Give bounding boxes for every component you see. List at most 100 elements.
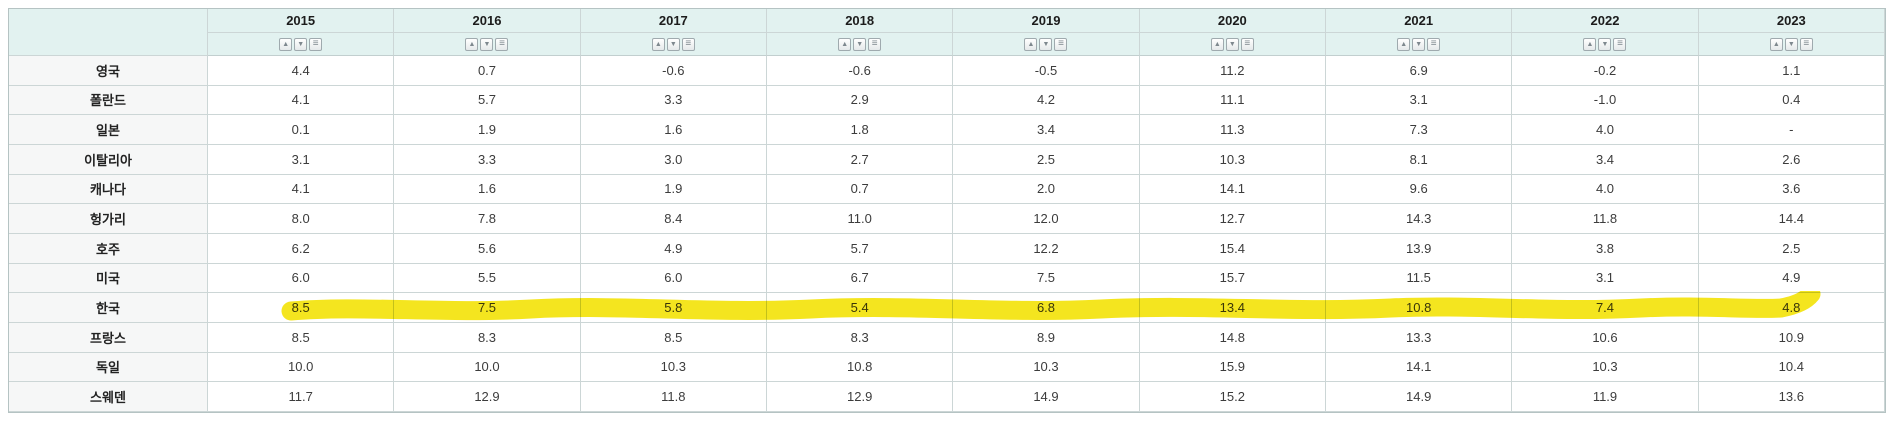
value-cell: 13.4 [1139, 293, 1326, 323]
cell-value: 7.5 [1036, 270, 1056, 286]
value-cell: 10.8 [1325, 293, 1513, 323]
sort-controls-2016: ▲ ▼ ≡ [394, 33, 581, 56]
cell-value: 7.3 [1409, 122, 1428, 138]
sort-ascending-button[interactable]: ▲ [1024, 37, 1038, 51]
value-cell: 8.0 [208, 204, 395, 234]
cell-value: 11.0 [847, 211, 872, 227]
value-cell: 12.2 [953, 233, 1140, 264]
country-label: 헝가리 [90, 212, 126, 228]
cell-value: 8.9 [1036, 329, 1056, 345]
cell-value: 11.7 [288, 389, 313, 405]
value-cell: 3.0 [580, 144, 767, 175]
cell-value: 3.4 [1036, 122, 1056, 138]
column-menu-button[interactable]: ≡ [1054, 37, 1068, 51]
cell-value: 12.0 [1033, 211, 1059, 227]
sort-ascending-button[interactable]: ▲ [279, 37, 293, 51]
cell-value: 4.9 [664, 240, 683, 256]
value-cell: 1.6 [580, 115, 767, 145]
sort-descending-button[interactable]: ▼ [853, 37, 867, 51]
sort-ascending-button[interactable]: ▲ [1210, 37, 1224, 51]
row-label-영국: 영국 [9, 56, 208, 86]
value-cell: 1.9 [394, 115, 581, 145]
year-header-2023: 2023 [1698, 9, 1885, 33]
country-label: 영국 [96, 63, 120, 79]
cell-value: 10.0 [288, 359, 314, 375]
country-label: 캐나다 [90, 182, 126, 198]
cell-value: 0.4 [1782, 92, 1801, 108]
sort-descending-button[interactable]: ▼ [1784, 37, 1798, 51]
column-menu-button[interactable]: ≡ [1240, 37, 1254, 51]
value-cell: 5.8 [580, 293, 767, 323]
cell-value: 11.8 [661, 389, 686, 405]
value-cell: 14.4 [1698, 204, 1885, 234]
value-cell: 14.3 [1325, 204, 1513, 234]
value-cell: 14.8 [1139, 322, 1326, 353]
value-cell: 5.7 [394, 85, 581, 116]
value-cell: 8.5 [208, 322, 395, 353]
value-cell: 3.1 [208, 144, 395, 175]
value-cell: 10.4 [1698, 352, 1885, 383]
value-cell: 4.4 [208, 56, 395, 86]
row-label-호주: 호주 [9, 233, 208, 264]
country-label: 미국 [96, 271, 120, 287]
sort-ascending-button[interactable]: ▲ [838, 37, 852, 51]
column-menu-button[interactable]: ≡ [868, 37, 882, 51]
column-menu-button[interactable]: ≡ [1427, 37, 1441, 51]
value-cell: 8.3 [394, 322, 581, 353]
sort-ascending-button[interactable]: ▲ [651, 37, 665, 51]
sort-descending-button[interactable]: ▼ [666, 37, 680, 51]
cell-value: 14.1 [1219, 181, 1245, 197]
cell-value: 10.4 [1778, 359, 1804, 375]
cell-value: -0.6 [848, 62, 871, 78]
sort-ascending-button[interactable]: ▲ [465, 37, 479, 51]
column-menu-button[interactable]: ≡ [681, 37, 695, 51]
sort-descending-button[interactable]: ▼ [1598, 37, 1612, 51]
cell-value: 3.6 [1782, 181, 1801, 197]
sort-ascending-button[interactable]: ▲ [1769, 37, 1783, 51]
sort-descending-button[interactable]: ▼ [1225, 37, 1239, 51]
sort-descending-button[interactable]: ▼ [480, 37, 494, 51]
cell-value: 5.7 [477, 92, 497, 108]
value-cell: 3.3 [394, 144, 581, 175]
cell-value: 1.6 [664, 122, 683, 138]
cell-value: 7.5 [477, 300, 497, 316]
value-cell: 8.3 [766, 322, 954, 353]
cell-value: 3.4 [1595, 151, 1615, 167]
value-cell: 3.4 [1512, 144, 1699, 175]
column-menu-button[interactable]: ≡ [1799, 37, 1813, 51]
column-menu-button[interactable]: ≡ [1613, 37, 1627, 51]
value-cell: 3.6 [1698, 174, 1885, 205]
row-label-프랑스: 프랑스 [9, 322, 208, 353]
sort-controls-2022: ▲ ▼ ≡ [1512, 33, 1699, 56]
value-cell: 6.7 [766, 263, 954, 294]
value-cell: 4.9 [580, 233, 767, 264]
value-cell: -0.6 [580, 56, 767, 86]
sort-descending-button[interactable]: ▼ [1039, 37, 1053, 51]
value-cell: 10.3 [1139, 144, 1326, 175]
sort-ascending-button[interactable]: ▲ [1583, 37, 1597, 51]
cell-value: 6.0 [291, 270, 310, 286]
sort-controls-2015: ▲ ▼ ≡ [208, 33, 395, 56]
sort-ascending-button[interactable]: ▲ [1397, 37, 1411, 51]
value-cell: 15.7 [1139, 263, 1326, 294]
value-cell: 10.0 [394, 352, 581, 383]
column-menu-button[interactable]: ≡ [495, 37, 509, 51]
cell-value: 11.2 [1220, 62, 1245, 78]
value-cell: 8.5 [208, 293, 395, 323]
value-cell: 10.6 [1512, 322, 1699, 353]
column-menu-button[interactable]: ≡ [309, 37, 323, 51]
value-cell: 11.8 [1512, 204, 1699, 234]
sort-controls-2019: ▲ ▼ ≡ [953, 33, 1140, 56]
sort-descending-button[interactable]: ▼ [1412, 37, 1426, 51]
row-label-미국: 미국 [9, 263, 208, 294]
value-cell: 6.0 [580, 263, 767, 294]
cell-value: 6.0 [664, 270, 683, 286]
value-cell: 0.4 [1698, 85, 1885, 116]
sort-descending-button[interactable]: ▼ [294, 37, 308, 51]
cell-value: -1.0 [1593, 92, 1617, 108]
value-cell: -0.2 [1512, 56, 1699, 86]
year-header-2020: 2020 [1139, 9, 1326, 33]
year-header-label: 2018 [845, 13, 875, 28]
country-label: 한국 [96, 301, 120, 317]
value-cell: 10.3 [580, 352, 767, 383]
